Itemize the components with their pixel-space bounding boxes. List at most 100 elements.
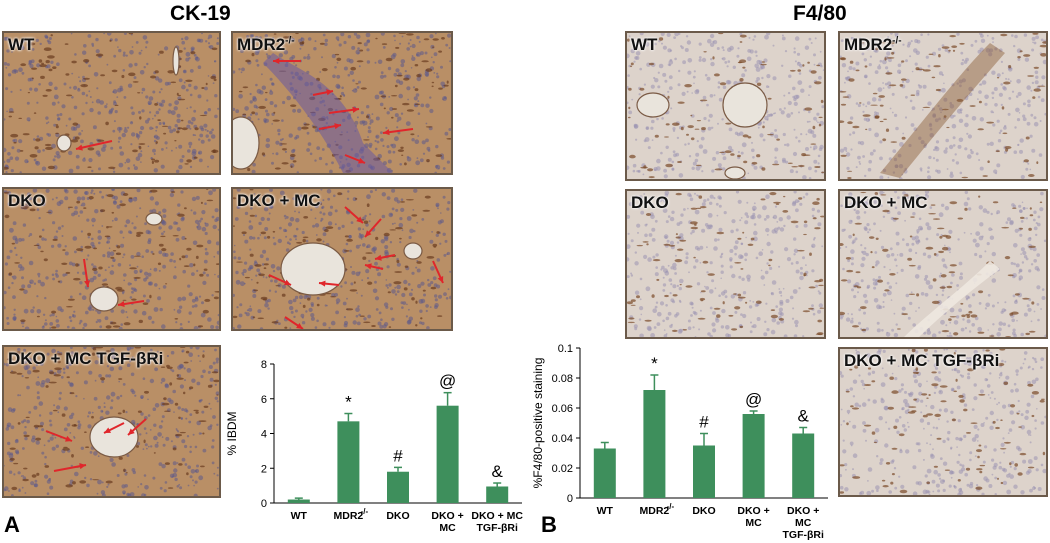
significance-marker: # bbox=[699, 413, 709, 432]
stained-cells bbox=[6, 347, 219, 491]
tissue-image bbox=[840, 349, 1046, 495]
cell-nuclei bbox=[4, 189, 219, 329]
x-tick-label: TGF-βRi bbox=[476, 522, 517, 534]
significance-marker: * bbox=[651, 354, 658, 373]
red-arrowhead bbox=[284, 279, 291, 286]
panel-label: DKO bbox=[631, 193, 669, 212]
f480-micrograph-dko: DKO bbox=[625, 189, 826, 339]
red-arrowhead bbox=[356, 216, 363, 223]
vessel bbox=[724, 166, 746, 179]
panel-label: DKO bbox=[8, 191, 46, 210]
vessel bbox=[56, 134, 72, 152]
tissue-image bbox=[840, 191, 1046, 337]
red-arrowhead bbox=[118, 301, 125, 308]
red-arrowhead bbox=[76, 144, 83, 151]
y-tick-label: 0.02 bbox=[552, 463, 573, 475]
tissue-background bbox=[840, 33, 1046, 179]
red-arrowhead bbox=[375, 254, 382, 261]
significance-marker: * bbox=[345, 393, 352, 412]
panel-label: MDR2-/- bbox=[844, 35, 902, 54]
red-arrowhead bbox=[365, 263, 372, 270]
bar bbox=[436, 405, 459, 503]
stained-cells bbox=[4, 189, 219, 329]
significance-marker: @ bbox=[439, 372, 456, 391]
x-tick-label: WT bbox=[291, 510, 308, 522]
ck19-micrograph-dko-mc-tgfbri: DKO + MC TGF-βRi bbox=[2, 345, 221, 498]
cell-nuclei bbox=[627, 191, 824, 337]
x-tick-label: MDR2 bbox=[334, 510, 364, 522]
panel-letter-b: B bbox=[541, 512, 557, 537]
x-tick-label: DKO + MC bbox=[471, 510, 523, 522]
tissue-image bbox=[4, 347, 219, 496]
central-vessel bbox=[904, 261, 1000, 337]
bar bbox=[387, 471, 409, 503]
bar bbox=[693, 445, 715, 498]
red-arrowhead bbox=[128, 428, 135, 435]
x-tick-label: WT bbox=[597, 505, 614, 517]
y-tick-label: 0 bbox=[261, 498, 267, 510]
tissue-image bbox=[233, 33, 451, 173]
portal-infiltrate bbox=[880, 43, 1005, 178]
tissue-image bbox=[627, 191, 824, 337]
significance-marker: # bbox=[393, 446, 403, 465]
tissue-image bbox=[627, 33, 824, 179]
cell-nuclei bbox=[840, 349, 1046, 495]
panel-letter-a: A bbox=[4, 512, 20, 537]
red-arrowhead bbox=[65, 435, 72, 442]
f480-micrograph-mdr2: MDR2-/- bbox=[838, 31, 1048, 181]
cell-nuclei bbox=[233, 189, 451, 329]
bar bbox=[486, 486, 509, 503]
y-axis-label: %F4/80-positive staining bbox=[531, 358, 545, 489]
bar bbox=[593, 448, 616, 498]
stained-cells bbox=[840, 349, 1046, 494]
stained-cells bbox=[627, 192, 824, 336]
panel-label: WT bbox=[8, 35, 35, 54]
ductular-band bbox=[263, 53, 393, 173]
vessel bbox=[145, 212, 163, 226]
x-tick-label: MC bbox=[745, 517, 762, 529]
f480-micrograph-dko-mc: DKO + MC bbox=[838, 189, 1048, 339]
x-tick-label: DKO + bbox=[431, 510, 463, 522]
x-tick-label: MC bbox=[439, 522, 456, 534]
vessel bbox=[89, 286, 119, 312]
red-arrowhead bbox=[84, 280, 91, 287]
tissue-image bbox=[4, 33, 219, 173]
x-tick-label: TGF-βRi bbox=[782, 529, 823, 541]
red-arrowhead bbox=[365, 230, 372, 237]
ck19-micrograph-mdr2: MDR2-/- bbox=[231, 31, 453, 175]
y-tick-label: 0.06 bbox=[552, 403, 573, 415]
f480-micrograph-dko-mc-tgfbri: DKO + MC TGF-βRi bbox=[838, 347, 1048, 497]
tissue-image bbox=[4, 189, 219, 329]
ck19-micrograph-dko: DKO bbox=[2, 187, 221, 331]
panel-label: DKO + MC TGF-βRi bbox=[8, 349, 164, 368]
vessel bbox=[722, 82, 768, 128]
f480-bar-chart: 0 0.02 0.04 0.06 0.08 0.1 %F4/80-positive stai… bbox=[531, 343, 828, 541]
cell-nuclei bbox=[4, 33, 219, 173]
red-arrowhead bbox=[334, 123, 341, 130]
stained-cells bbox=[840, 33, 1046, 179]
bar bbox=[287, 499, 310, 503]
x-tick-label: DKO + bbox=[737, 505, 769, 517]
red-arrowhead bbox=[319, 280, 326, 287]
significance-marker: & bbox=[798, 407, 810, 426]
ibdm-bar-chart: 0 2 4 6 8 % IBDM WT * MDR2-/- # DKO @ DKO +MC & DKO + … bbox=[225, 359, 523, 534]
red-arrowhead bbox=[273, 57, 280, 65]
y-tick-label: 0.1 bbox=[558, 343, 573, 355]
bar bbox=[742, 414, 765, 498]
red-arrowhead bbox=[383, 129, 390, 136]
y-tick-label: 0.08 bbox=[552, 373, 573, 385]
x-tick-label: MDR2 bbox=[640, 505, 670, 517]
x-tick-label: -/- bbox=[361, 507, 369, 516]
significance-marker: & bbox=[492, 462, 504, 481]
tissue-image bbox=[233, 189, 451, 329]
panel-label: DKO + MC bbox=[237, 191, 321, 210]
y-tick-label: 2 bbox=[261, 463, 267, 475]
red-arrowhead bbox=[326, 89, 333, 96]
red-arrowhead bbox=[358, 157, 365, 164]
cell-nuclei bbox=[840, 33, 1046, 179]
ck19-section-title: CK-19 bbox=[170, 2, 231, 25]
x-tick-label: MC bbox=[795, 517, 812, 529]
y-tick-label: 0 bbox=[567, 493, 573, 505]
ck19-micrograph-dko-mc: DKO + MC bbox=[231, 187, 453, 331]
red-arrowhead bbox=[437, 276, 444, 283]
